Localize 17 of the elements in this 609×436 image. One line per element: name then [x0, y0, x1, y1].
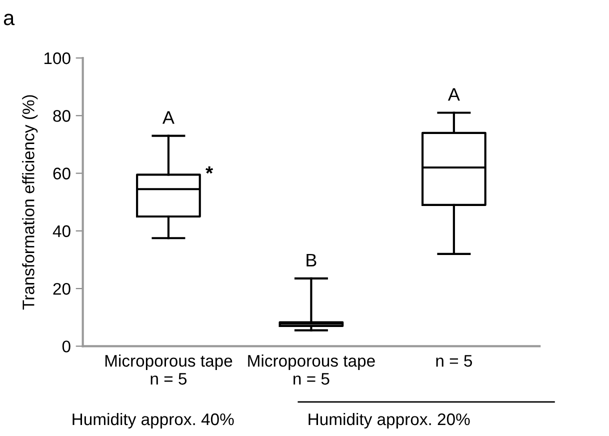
x-tick-label: n = 5: [436, 355, 472, 367]
text: Humidity approx. 20%: [308, 412, 470, 429]
y-tick-label: 40: [52, 225, 70, 238]
annotation: A: [162, 111, 174, 124]
y-axis-title: Transformation efficiency (%): [22, 95, 38, 310]
annotation: *: [206, 166, 214, 174]
x-tick-label: Microporous tape n = 5: [248, 354, 375, 385]
annotation: B: [306, 254, 316, 266]
y-tick-label: 0: [62, 340, 70, 352]
y-tick-label: 60: [53, 168, 70, 180]
x-tick-label: Microporous tape n = 5: [105, 354, 232, 385]
y-tick-label: 100: [44, 52, 70, 64]
y-tick-label: 80: [53, 110, 70, 122]
text: Humidity approx. 40%: [72, 412, 234, 429]
y-tick-label: 20: [53, 282, 70, 295]
chart-title: a: [4, 14, 15, 26]
annotation: A: [448, 88, 460, 101]
